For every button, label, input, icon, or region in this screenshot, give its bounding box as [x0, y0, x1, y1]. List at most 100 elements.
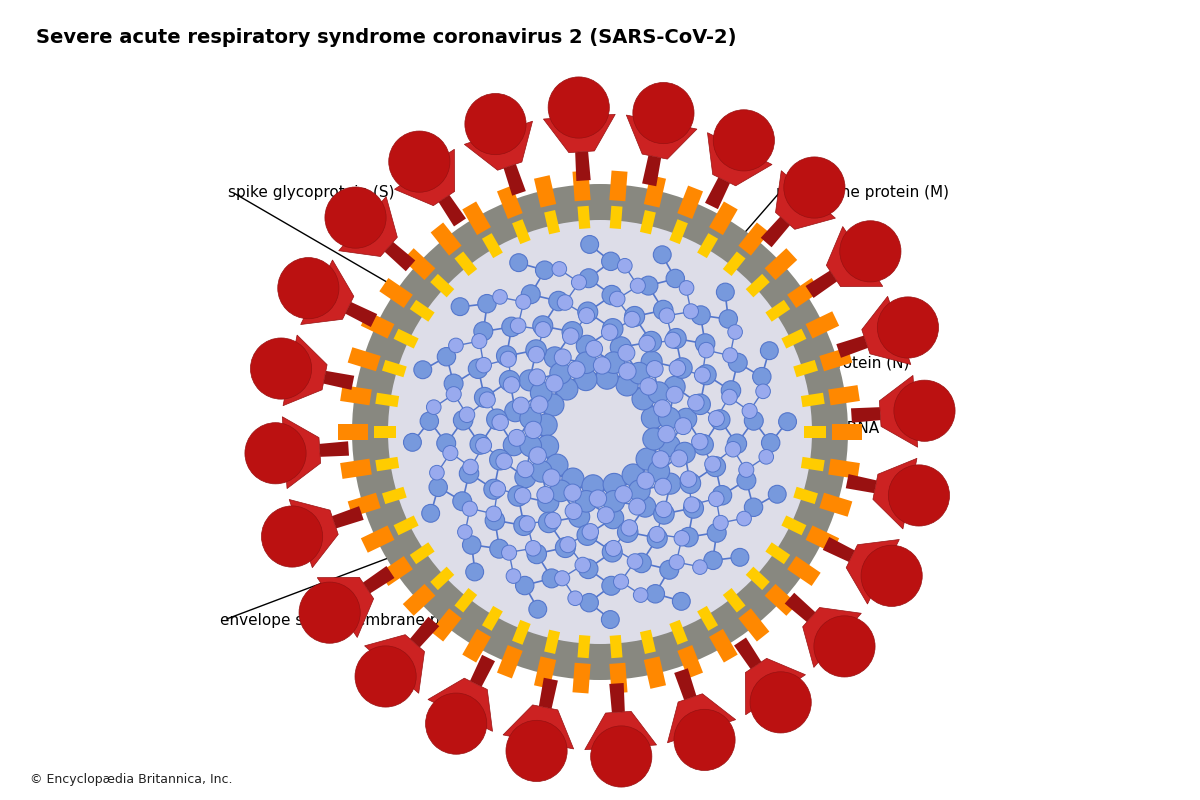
Polygon shape [846, 474, 877, 493]
Polygon shape [677, 645, 703, 678]
Circle shape [695, 367, 710, 383]
Circle shape [457, 525, 473, 539]
Circle shape [640, 378, 658, 395]
Polygon shape [800, 393, 824, 407]
Polygon shape [610, 170, 628, 202]
Circle shape [527, 544, 546, 564]
Polygon shape [677, 186, 703, 219]
Polygon shape [394, 329, 419, 349]
Circle shape [556, 378, 578, 400]
Circle shape [589, 490, 607, 507]
Circle shape [739, 462, 754, 478]
Circle shape [590, 726, 652, 787]
Polygon shape [504, 164, 526, 196]
Circle shape [659, 308, 674, 323]
Polygon shape [376, 393, 400, 407]
Circle shape [505, 401, 526, 422]
Polygon shape [340, 385, 372, 406]
Polygon shape [836, 336, 868, 358]
Circle shape [666, 329, 686, 349]
Circle shape [575, 369, 596, 390]
Circle shape [554, 349, 571, 366]
Polygon shape [282, 417, 320, 489]
Polygon shape [787, 556, 821, 586]
Circle shape [658, 426, 676, 442]
Polygon shape [766, 542, 791, 564]
Circle shape [613, 574, 629, 589]
Circle shape [506, 569, 521, 583]
Circle shape [475, 438, 492, 454]
Circle shape [569, 506, 589, 527]
Circle shape [637, 472, 654, 490]
Circle shape [581, 235, 599, 254]
Circle shape [614, 486, 632, 503]
Circle shape [654, 400, 671, 417]
Polygon shape [403, 248, 436, 280]
Circle shape [713, 515, 728, 530]
Circle shape [262, 506, 323, 567]
Polygon shape [482, 606, 503, 631]
Circle shape [653, 246, 671, 264]
Circle shape [606, 541, 622, 557]
Circle shape [464, 94, 526, 154]
Polygon shape [577, 206, 590, 229]
Circle shape [654, 504, 674, 524]
Circle shape [622, 520, 637, 536]
Circle shape [530, 461, 552, 482]
Polygon shape [403, 584, 436, 616]
Polygon shape [644, 657, 666, 689]
Polygon shape [827, 226, 883, 286]
Circle shape [630, 278, 646, 294]
Circle shape [629, 498, 646, 515]
Circle shape [530, 396, 548, 414]
Polygon shape [820, 347, 852, 371]
Circle shape [601, 610, 619, 629]
Polygon shape [642, 155, 661, 186]
Circle shape [737, 511, 751, 526]
Polygon shape [734, 638, 761, 669]
Circle shape [460, 407, 475, 422]
Polygon shape [323, 371, 354, 390]
Circle shape [575, 558, 590, 573]
Circle shape [721, 381, 740, 400]
Circle shape [692, 434, 713, 455]
Circle shape [446, 386, 461, 402]
Polygon shape [577, 635, 590, 658]
Polygon shape [805, 311, 839, 338]
Polygon shape [793, 486, 818, 504]
Circle shape [619, 362, 636, 380]
Polygon shape [348, 493, 380, 517]
Circle shape [692, 560, 707, 574]
Circle shape [601, 324, 618, 341]
Circle shape [490, 450, 510, 470]
Circle shape [704, 551, 722, 570]
Polygon shape [340, 458, 372, 479]
Polygon shape [431, 222, 462, 256]
Circle shape [708, 491, 724, 506]
Circle shape [542, 394, 564, 416]
Circle shape [388, 220, 812, 644]
Circle shape [496, 453, 512, 470]
Circle shape [500, 351, 516, 367]
Circle shape [618, 258, 632, 273]
Polygon shape [428, 678, 492, 731]
Circle shape [520, 435, 541, 457]
Circle shape [516, 576, 534, 594]
Circle shape [277, 258, 338, 318]
Circle shape [478, 294, 496, 313]
Polygon shape [722, 251, 745, 276]
Circle shape [516, 294, 530, 310]
Circle shape [691, 434, 708, 450]
Polygon shape [761, 217, 790, 247]
Circle shape [602, 542, 623, 562]
Circle shape [355, 646, 416, 707]
Circle shape [536, 486, 553, 503]
Polygon shape [385, 242, 415, 271]
Polygon shape [439, 195, 466, 226]
Circle shape [490, 539, 509, 558]
Circle shape [762, 434, 780, 452]
Circle shape [649, 526, 665, 542]
Polygon shape [674, 668, 696, 700]
Polygon shape [644, 175, 666, 207]
Circle shape [698, 342, 714, 358]
